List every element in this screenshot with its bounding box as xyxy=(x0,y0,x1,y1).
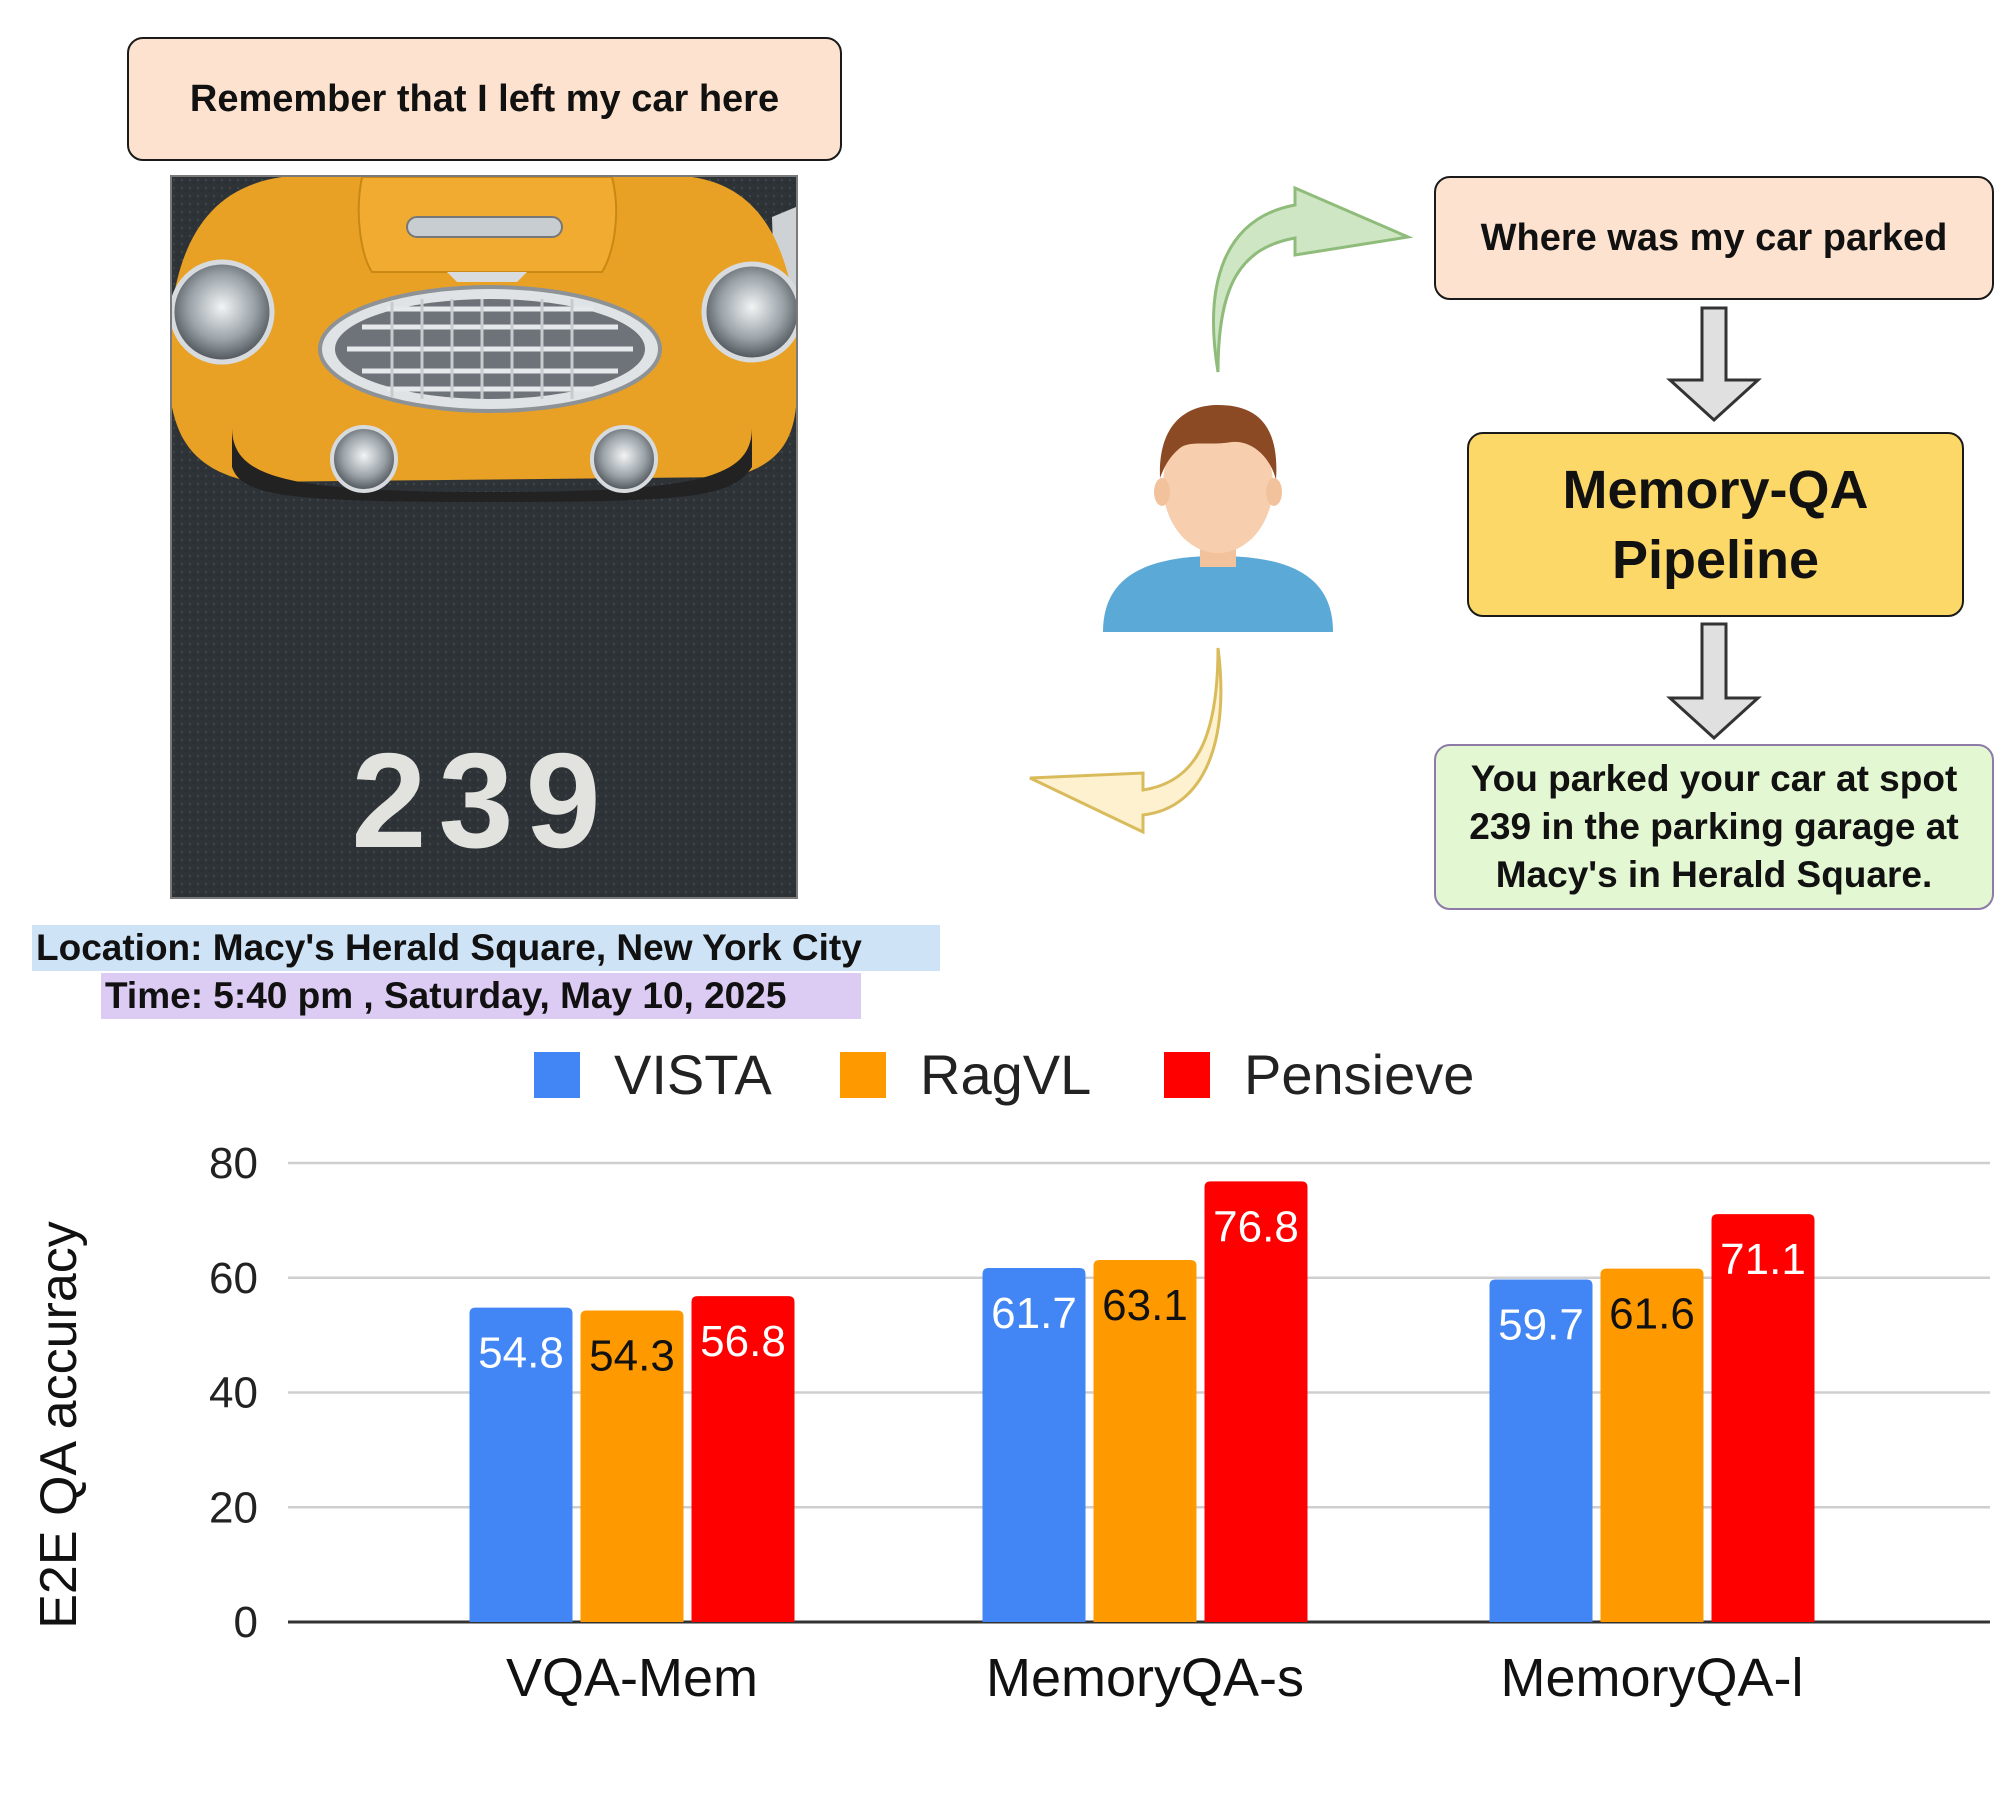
bar xyxy=(982,1267,1086,1622)
user-question: Where was my car parked xyxy=(1434,176,1994,300)
pipeline-title-line2: Pipeline xyxy=(1611,529,1820,590)
memory-qa-pipeline: Memory-QA Pipeline xyxy=(1467,432,1964,617)
x-category-label: VQA-Mem xyxy=(506,1648,758,1708)
bar-value-label: 61.7 xyxy=(991,1289,1077,1338)
bar xyxy=(1711,1214,1815,1622)
memory-location: Location: Macy's Herald Square, New York… xyxy=(32,925,940,971)
user-question-text: Where was my car parked xyxy=(1480,216,1948,259)
diagram-graphics xyxy=(1029,185,1762,835)
legend-swatch xyxy=(840,1052,886,1098)
chart-bars xyxy=(469,1181,1815,1622)
bar-value-label: 76.8 xyxy=(1213,1202,1299,1251)
bar-value-label: 56.8 xyxy=(700,1317,786,1366)
bar-value-label: 59.7 xyxy=(1498,1300,1584,1349)
answer-line: Macy's in Herald Square. xyxy=(1495,854,1933,895)
y-tick-label: 40 xyxy=(209,1369,258,1418)
bar-value-label: 54.8 xyxy=(478,1329,564,1378)
x-axis-categories: VQA-Mem MemoryQA-s MemoryQA-l xyxy=(506,1648,1804,1708)
legend-label: Pensieve xyxy=(1244,1043,1474,1106)
bar-data-labels: 54.8 54.3 56.8 61.7 63.1 76.8 59.7 61.6 71.1 xyxy=(478,1202,1806,1380)
bar-value-label: 71.1 xyxy=(1720,1235,1806,1284)
x-category-label: MemoryQA-s xyxy=(986,1648,1304,1708)
pipeline-answer: You parked your car at spot 239 in the p… xyxy=(1434,744,1994,910)
y-tick-label: 60 xyxy=(209,1254,258,1303)
curved-arrow-icon xyxy=(1029,647,1223,835)
pipeline-title-line1: Memory-QA xyxy=(1562,459,1869,520)
bar xyxy=(1489,1279,1593,1622)
memory-time: Time: 5:40 pm , Saturday, May 10, 2025 xyxy=(101,973,861,1019)
legend-label: VISTA xyxy=(614,1043,772,1106)
legend-swatch xyxy=(534,1052,580,1098)
bar xyxy=(1204,1181,1308,1622)
legend-label: RagVL xyxy=(920,1043,1091,1106)
bar xyxy=(691,1296,795,1622)
y-tick-label: 20 xyxy=(209,1483,258,1532)
bar-value-label: 61.6 xyxy=(1609,1290,1695,1339)
accuracy-bar-chart: VISTA RagVL Pensieve 0 20 40 60 80 54.8 54.3 56.… xyxy=(30,1043,1990,1708)
down-arrow-icon xyxy=(1666,622,1762,741)
answer-line: You parked your car at spot xyxy=(1470,758,1958,799)
memory-caption: Remember that I left my car here xyxy=(127,37,842,161)
down-arrow-icon xyxy=(1666,306,1762,423)
memory-caption-text: Remember that I left my car here xyxy=(189,77,780,120)
y-axis-ticks: 0 20 40 60 80 xyxy=(209,1139,258,1647)
answer-line: 239 in the parking garage at xyxy=(1469,806,1959,847)
car-photo: 239 xyxy=(170,175,798,899)
legend-swatch xyxy=(1164,1052,1210,1098)
parking-spot-number: 239 xyxy=(351,725,612,876)
bar xyxy=(1093,1259,1197,1622)
bar-value-label: 54.3 xyxy=(589,1331,675,1380)
bar xyxy=(1600,1268,1704,1622)
x-category-label: MemoryQA-l xyxy=(1500,1648,1803,1708)
y-tick-label: 80 xyxy=(209,1139,258,1188)
curved-arrow-icon xyxy=(1212,185,1414,373)
user-avatar-icon xyxy=(1103,405,1333,632)
y-axis-label: E2E QA accuracy xyxy=(30,1221,88,1629)
y-tick-label: 0 xyxy=(234,1598,258,1647)
bar xyxy=(580,1310,684,1622)
bar-value-label: 63.1 xyxy=(1102,1281,1188,1330)
chart-legend: VISTA RagVL Pensieve xyxy=(534,1043,1474,1106)
bar xyxy=(469,1307,573,1622)
